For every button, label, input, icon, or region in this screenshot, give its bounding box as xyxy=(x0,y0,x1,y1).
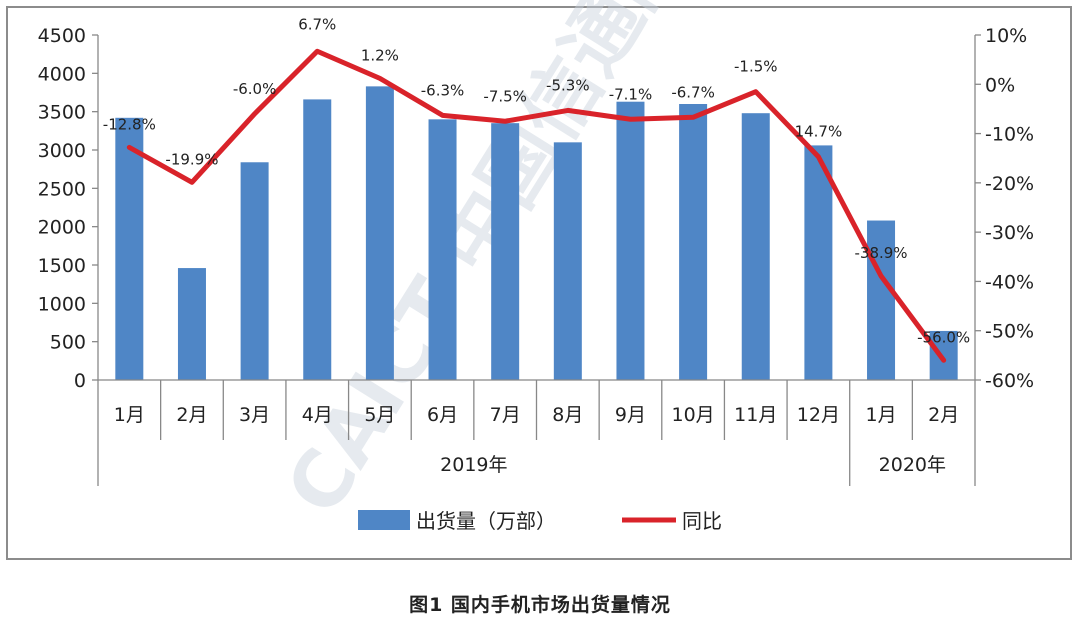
yoy-point-6 xyxy=(441,113,445,117)
y-right-tick-label: -10% xyxy=(985,124,1034,146)
bar-8 xyxy=(553,142,582,380)
bar-12 xyxy=(804,145,833,380)
bar-9 xyxy=(616,101,645,380)
yoy-point-10 xyxy=(691,115,695,119)
yoy-data-label: 14.7% xyxy=(795,123,843,141)
y-right-tick-label: -50% xyxy=(985,321,1034,343)
yoy-point-3 xyxy=(253,112,257,116)
yoy-data-label: -56.0% xyxy=(917,328,970,346)
bar-14 xyxy=(929,330,958,380)
y-left-tick-label: 2000 xyxy=(38,217,86,239)
yoy-line xyxy=(126,48,947,363)
y-left-tick-label: 4500 xyxy=(38,25,86,47)
yoy-data-label: 1.2% xyxy=(361,46,399,64)
bar-2 xyxy=(177,268,206,380)
y-left-tick-label: 3500 xyxy=(38,102,86,124)
x-tick-label: 11月 xyxy=(734,404,777,426)
x-tick-label: 3月 xyxy=(239,404,270,426)
x-group-label: 2020年 xyxy=(879,454,946,476)
yoy-point-5 xyxy=(378,76,382,80)
x-tick-label: 5月 xyxy=(364,404,395,426)
legend-line-label: 同比 xyxy=(682,509,722,533)
bar-3 xyxy=(240,162,269,380)
line-series: -12.8% -19.9% -6.0% 6.7% 1.2% -6.3% -7.5% -5.3%… xyxy=(103,15,970,363)
bar-6 xyxy=(428,119,457,380)
yoy-data-label: -6.7% xyxy=(671,83,715,101)
yoy-point-11 xyxy=(754,90,758,94)
legend-bar-swatch xyxy=(358,510,410,530)
x-tick-label: 1月 xyxy=(865,404,896,426)
x-tick-label: 1月 xyxy=(114,404,145,426)
yoy-point-7 xyxy=(503,119,507,123)
yoy-point-13 xyxy=(879,274,883,278)
axes: 0 500 1000 1500 2000 2500 3000 3500 4000 4500 -60%… xyxy=(38,25,1034,486)
y-left-tick-label: 4000 xyxy=(38,63,86,85)
bar-5 xyxy=(365,86,394,380)
y-left-tick-label: 0 xyxy=(74,370,86,392)
x-tick-label: 2月 xyxy=(928,404,959,426)
legend: 出货量（万部） 同比 xyxy=(358,509,722,533)
y-right-tick-label: -20% xyxy=(985,173,1034,195)
bar-1 xyxy=(115,117,144,381)
yoy-data-label: -6.3% xyxy=(421,81,465,99)
bar-11 xyxy=(741,113,770,380)
bar-series xyxy=(115,86,958,381)
y-left-tick-label: 2500 xyxy=(38,178,86,200)
yoy-data-label: -6.0% xyxy=(233,80,277,98)
yoy-data-label: -7.1% xyxy=(609,85,653,103)
figure-caption: 图1 国内手机市场出货量情况 xyxy=(409,594,671,616)
x-tick-label: 10月 xyxy=(672,404,715,426)
y-right-tick-label: -30% xyxy=(985,222,1034,244)
x-tick-label: 6月 xyxy=(427,404,458,426)
yoy-point-14 xyxy=(942,358,946,362)
x-tick-label: 9月 xyxy=(615,404,646,426)
bar-7 xyxy=(491,123,520,381)
yoy-data-label: -5.3% xyxy=(546,76,590,94)
legend-bar-label: 出货量（万部） xyxy=(416,509,556,533)
y-right-tick-label: 0% xyxy=(985,74,1015,96)
yoy-point-2 xyxy=(190,180,194,184)
bar-10 xyxy=(679,104,708,380)
y-left-tick-label: 1000 xyxy=(38,293,86,315)
yoy-point-1 xyxy=(127,145,131,149)
yoy-data-label: 6.7% xyxy=(298,15,336,33)
bar-13 xyxy=(867,220,896,380)
x-tick-label: 8月 xyxy=(552,404,583,426)
x-tick-label: 7月 xyxy=(490,404,521,426)
x-group-label: 2019年 xyxy=(440,454,507,476)
yoy-point-4 xyxy=(315,49,319,53)
y-left-tick-label: 500 xyxy=(50,332,86,354)
yoy-point-9 xyxy=(628,117,632,121)
y-left-tick-label: 3000 xyxy=(38,140,86,162)
y-left-tick-label: 1500 xyxy=(38,255,86,277)
yoy-data-label: -1.5% xyxy=(734,58,778,76)
x-tick-label: 12月 xyxy=(797,404,840,426)
y-right-tick-label: -60% xyxy=(985,370,1034,392)
yoy-data-label: -19.9% xyxy=(165,150,218,168)
x-tick-label: 4月 xyxy=(302,404,333,426)
yoy-data-label: -12.8% xyxy=(103,115,156,133)
y-right-tick-label: -40% xyxy=(985,271,1034,293)
x-tick-label: 2月 xyxy=(176,404,207,426)
yoy-data-label: -7.5% xyxy=(483,87,527,105)
yoy-point-8 xyxy=(566,108,570,112)
yoy-point-12 xyxy=(816,155,820,159)
y-right-tick-label: 10% xyxy=(985,25,1027,47)
yoy-data-label: -38.9% xyxy=(854,244,907,262)
bar-4 xyxy=(303,99,332,381)
